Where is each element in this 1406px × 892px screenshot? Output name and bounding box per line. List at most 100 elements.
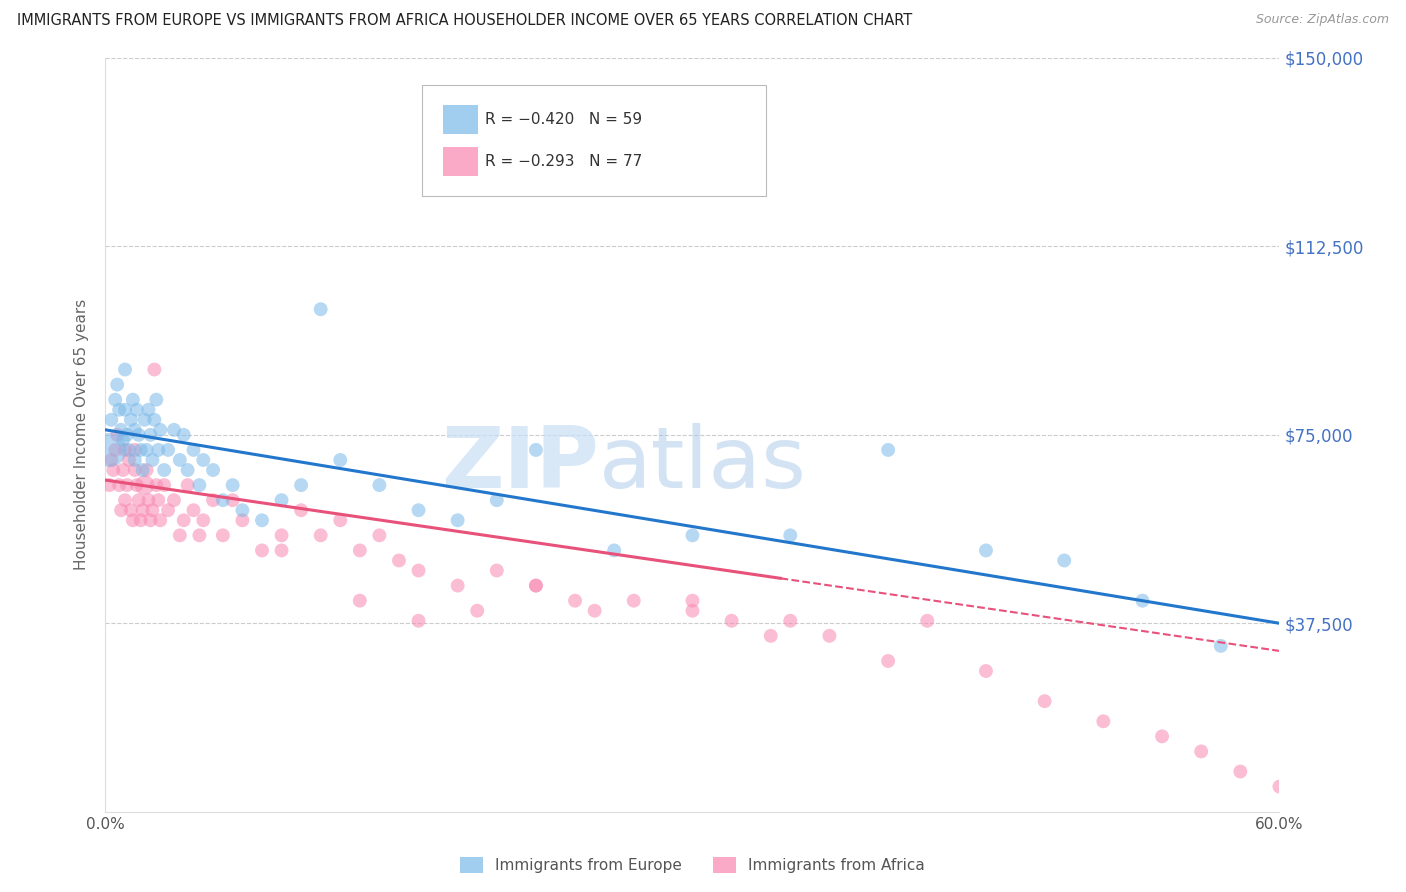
Point — [173, 513, 195, 527]
Point — [131, 503, 153, 517]
Point — [524, 578, 547, 592]
Point — [105, 377, 128, 392]
Point — [141, 503, 163, 517]
Point — [1053, 553, 1076, 567]
Point — [1229, 764, 1251, 779]
Point — [1132, 593, 1154, 607]
Point — [134, 413, 156, 427]
Point — [231, 513, 253, 527]
Point — [681, 528, 703, 542]
Point — [349, 543, 371, 558]
Point — [129, 442, 152, 457]
Point — [211, 528, 233, 542]
Point — [110, 423, 132, 437]
Point — [368, 528, 391, 542]
Point — [446, 513, 468, 527]
Point — [114, 442, 136, 457]
Point — [118, 442, 141, 457]
Point — [121, 513, 143, 527]
Point — [681, 604, 703, 618]
Point — [145, 478, 167, 492]
Point — [250, 513, 273, 527]
Point — [221, 478, 243, 492]
Point — [110, 503, 132, 517]
Point — [163, 493, 186, 508]
Point — [105, 428, 128, 442]
Point — [124, 442, 146, 457]
Point — [1189, 744, 1212, 758]
Point — [290, 503, 312, 517]
Point — [135, 442, 157, 457]
Point — [270, 543, 292, 558]
Text: ZIP: ZIP — [441, 424, 599, 507]
Text: atlas: atlas — [599, 424, 807, 507]
Point — [120, 413, 142, 427]
Point — [193, 513, 215, 527]
Point — [169, 528, 191, 542]
Point — [877, 654, 900, 668]
Point — [309, 528, 332, 542]
Point — [446, 578, 468, 592]
Point — [114, 493, 136, 508]
Point — [135, 463, 157, 477]
Y-axis label: Householder Income Over 65 years: Householder Income Over 65 years — [75, 299, 90, 571]
Point — [524, 442, 547, 457]
Point — [125, 478, 148, 492]
Point — [112, 433, 135, 447]
Point — [270, 528, 292, 542]
Point — [149, 513, 172, 527]
Legend: Immigrants from Europe, Immigrants from Africa: Immigrants from Europe, Immigrants from … — [454, 851, 931, 880]
Point — [145, 392, 167, 407]
Point — [779, 614, 801, 628]
Point — [1033, 694, 1056, 708]
Point — [1150, 730, 1173, 744]
Point — [524, 578, 547, 592]
Point — [125, 402, 148, 417]
Point — [202, 463, 225, 477]
Point — [173, 428, 195, 442]
Point — [270, 493, 292, 508]
Point — [485, 564, 508, 578]
Point — [98, 478, 121, 492]
Point — [129, 513, 152, 527]
Point — [112, 463, 135, 477]
Point — [465, 604, 488, 618]
Point — [139, 513, 162, 527]
Point — [148, 442, 170, 457]
Point — [108, 402, 131, 417]
Point — [121, 392, 143, 407]
Point — [153, 478, 176, 492]
Point — [368, 478, 391, 492]
Point — [309, 302, 332, 317]
Point — [118, 453, 141, 467]
Point — [143, 362, 166, 376]
Point — [231, 503, 253, 517]
Point — [124, 463, 146, 477]
Point — [1209, 639, 1232, 653]
Point — [100, 453, 122, 467]
Point — [202, 493, 225, 508]
Point — [141, 453, 163, 467]
Point — [188, 478, 211, 492]
Point — [114, 362, 136, 376]
Text: IMMIGRANTS FROM EUROPE VS IMMIGRANTS FROM AFRICA HOUSEHOLDER INCOME OVER 65 YEAR: IMMIGRANTS FROM EUROPE VS IMMIGRANTS FRO… — [17, 13, 912, 29]
Point — [388, 553, 411, 567]
Point — [349, 593, 371, 607]
Point — [124, 453, 146, 467]
Point — [623, 593, 645, 607]
Point — [603, 543, 626, 558]
Point — [250, 543, 273, 558]
Point — [120, 503, 142, 517]
Point — [157, 442, 180, 457]
Point — [329, 453, 352, 467]
Point — [915, 614, 938, 628]
Point — [485, 493, 508, 508]
Point — [779, 528, 801, 542]
Point — [183, 442, 205, 457]
Point — [148, 493, 170, 508]
Point — [211, 493, 233, 508]
Text: Source: ZipAtlas.com: Source: ZipAtlas.com — [1256, 13, 1389, 27]
Point — [134, 478, 156, 492]
Point — [1092, 714, 1115, 729]
Point — [153, 463, 176, 477]
